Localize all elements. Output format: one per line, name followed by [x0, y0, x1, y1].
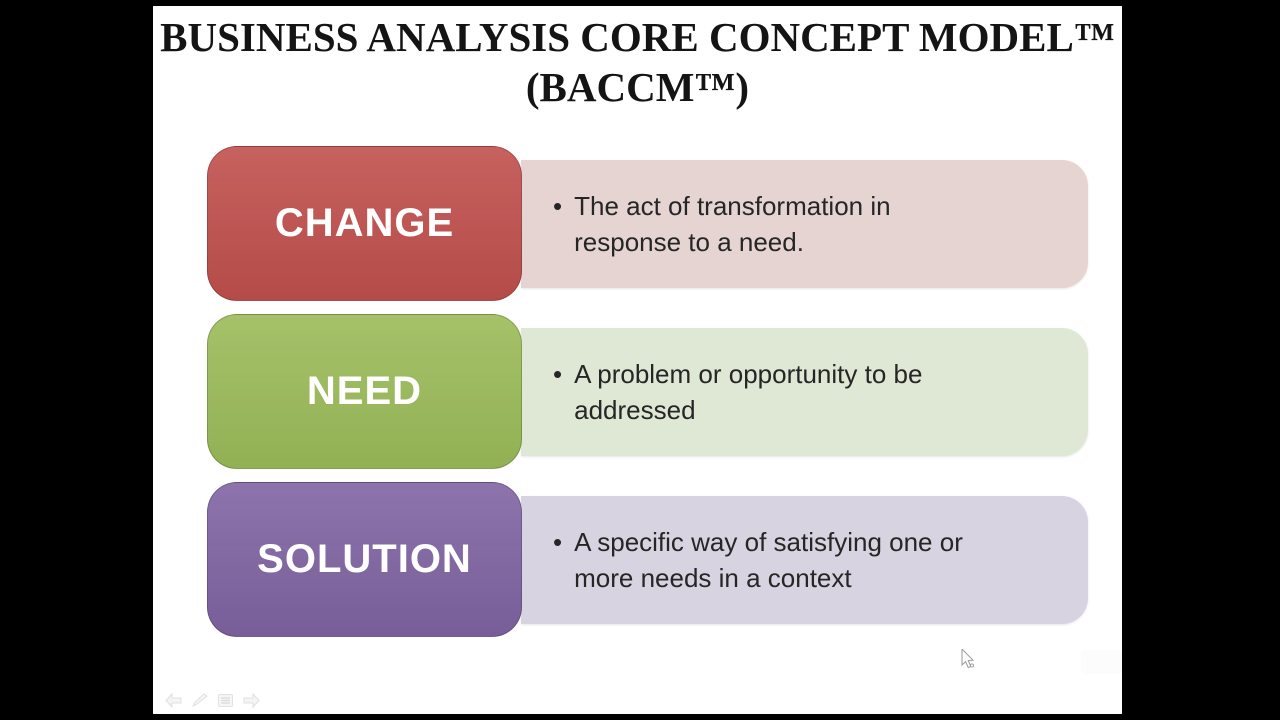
presentation-slide: BUSINESS ANALYSIS CORE CONCEPT MODEL™ (B…: [153, 6, 1122, 714]
solution-bullet-item: • A specific way of satisfying one or mo…: [553, 524, 963, 596]
need-description-box: • A problem or opportunity to be address…: [521, 328, 1088, 456]
bullet-icon: •: [553, 527, 563, 557]
change-shape: CHANGE: [207, 146, 522, 301]
bullet-icon: •: [553, 191, 563, 221]
bullet-icon: •: [553, 359, 563, 389]
change-bullet-item: • The act of transformation in response …: [553, 188, 891, 260]
slide-menu-icon[interactable]: [217, 693, 234, 708]
previous-slide-icon[interactable]: [165, 692, 182, 708]
slide-title: BUSINESS ANALYSIS CORE CONCEPT MODEL™ (B…: [153, 12, 1122, 112]
pen-tool-icon[interactable]: [191, 692, 208, 708]
solution-description-box: • A specific way of satisfying one or mo…: [521, 496, 1088, 624]
mouse-cursor-icon: [961, 647, 977, 671]
next-slide-icon[interactable]: [243, 692, 260, 708]
solution-label: SOLUTION: [257, 537, 472, 581]
need-bullet-item: • A problem or opportunity to be address…: [553, 356, 922, 428]
need-shape: NEED: [207, 314, 522, 469]
slide-title-line2: (BACCM™): [525, 64, 750, 110]
slide-title-line1: BUSINESS ANALYSIS CORE CONCEPT MODEL™: [160, 14, 1115, 60]
need-label: NEED: [306, 369, 423, 413]
faint-artifact: [1081, 650, 1122, 674]
presenter-toolbar: [165, 690, 260, 710]
need-description-text: A problem or opportunity to be addressed: [574, 359, 923, 425]
change-description-text: The act of transformation in response to…: [574, 191, 891, 257]
solution-shape: SOLUTION: [207, 482, 522, 637]
solution-description-text: A specific way of satisfying one or more…: [574, 527, 963, 593]
change-description-box: • The act of transformation in response …: [521, 160, 1088, 288]
change-label: CHANGE: [274, 201, 455, 245]
